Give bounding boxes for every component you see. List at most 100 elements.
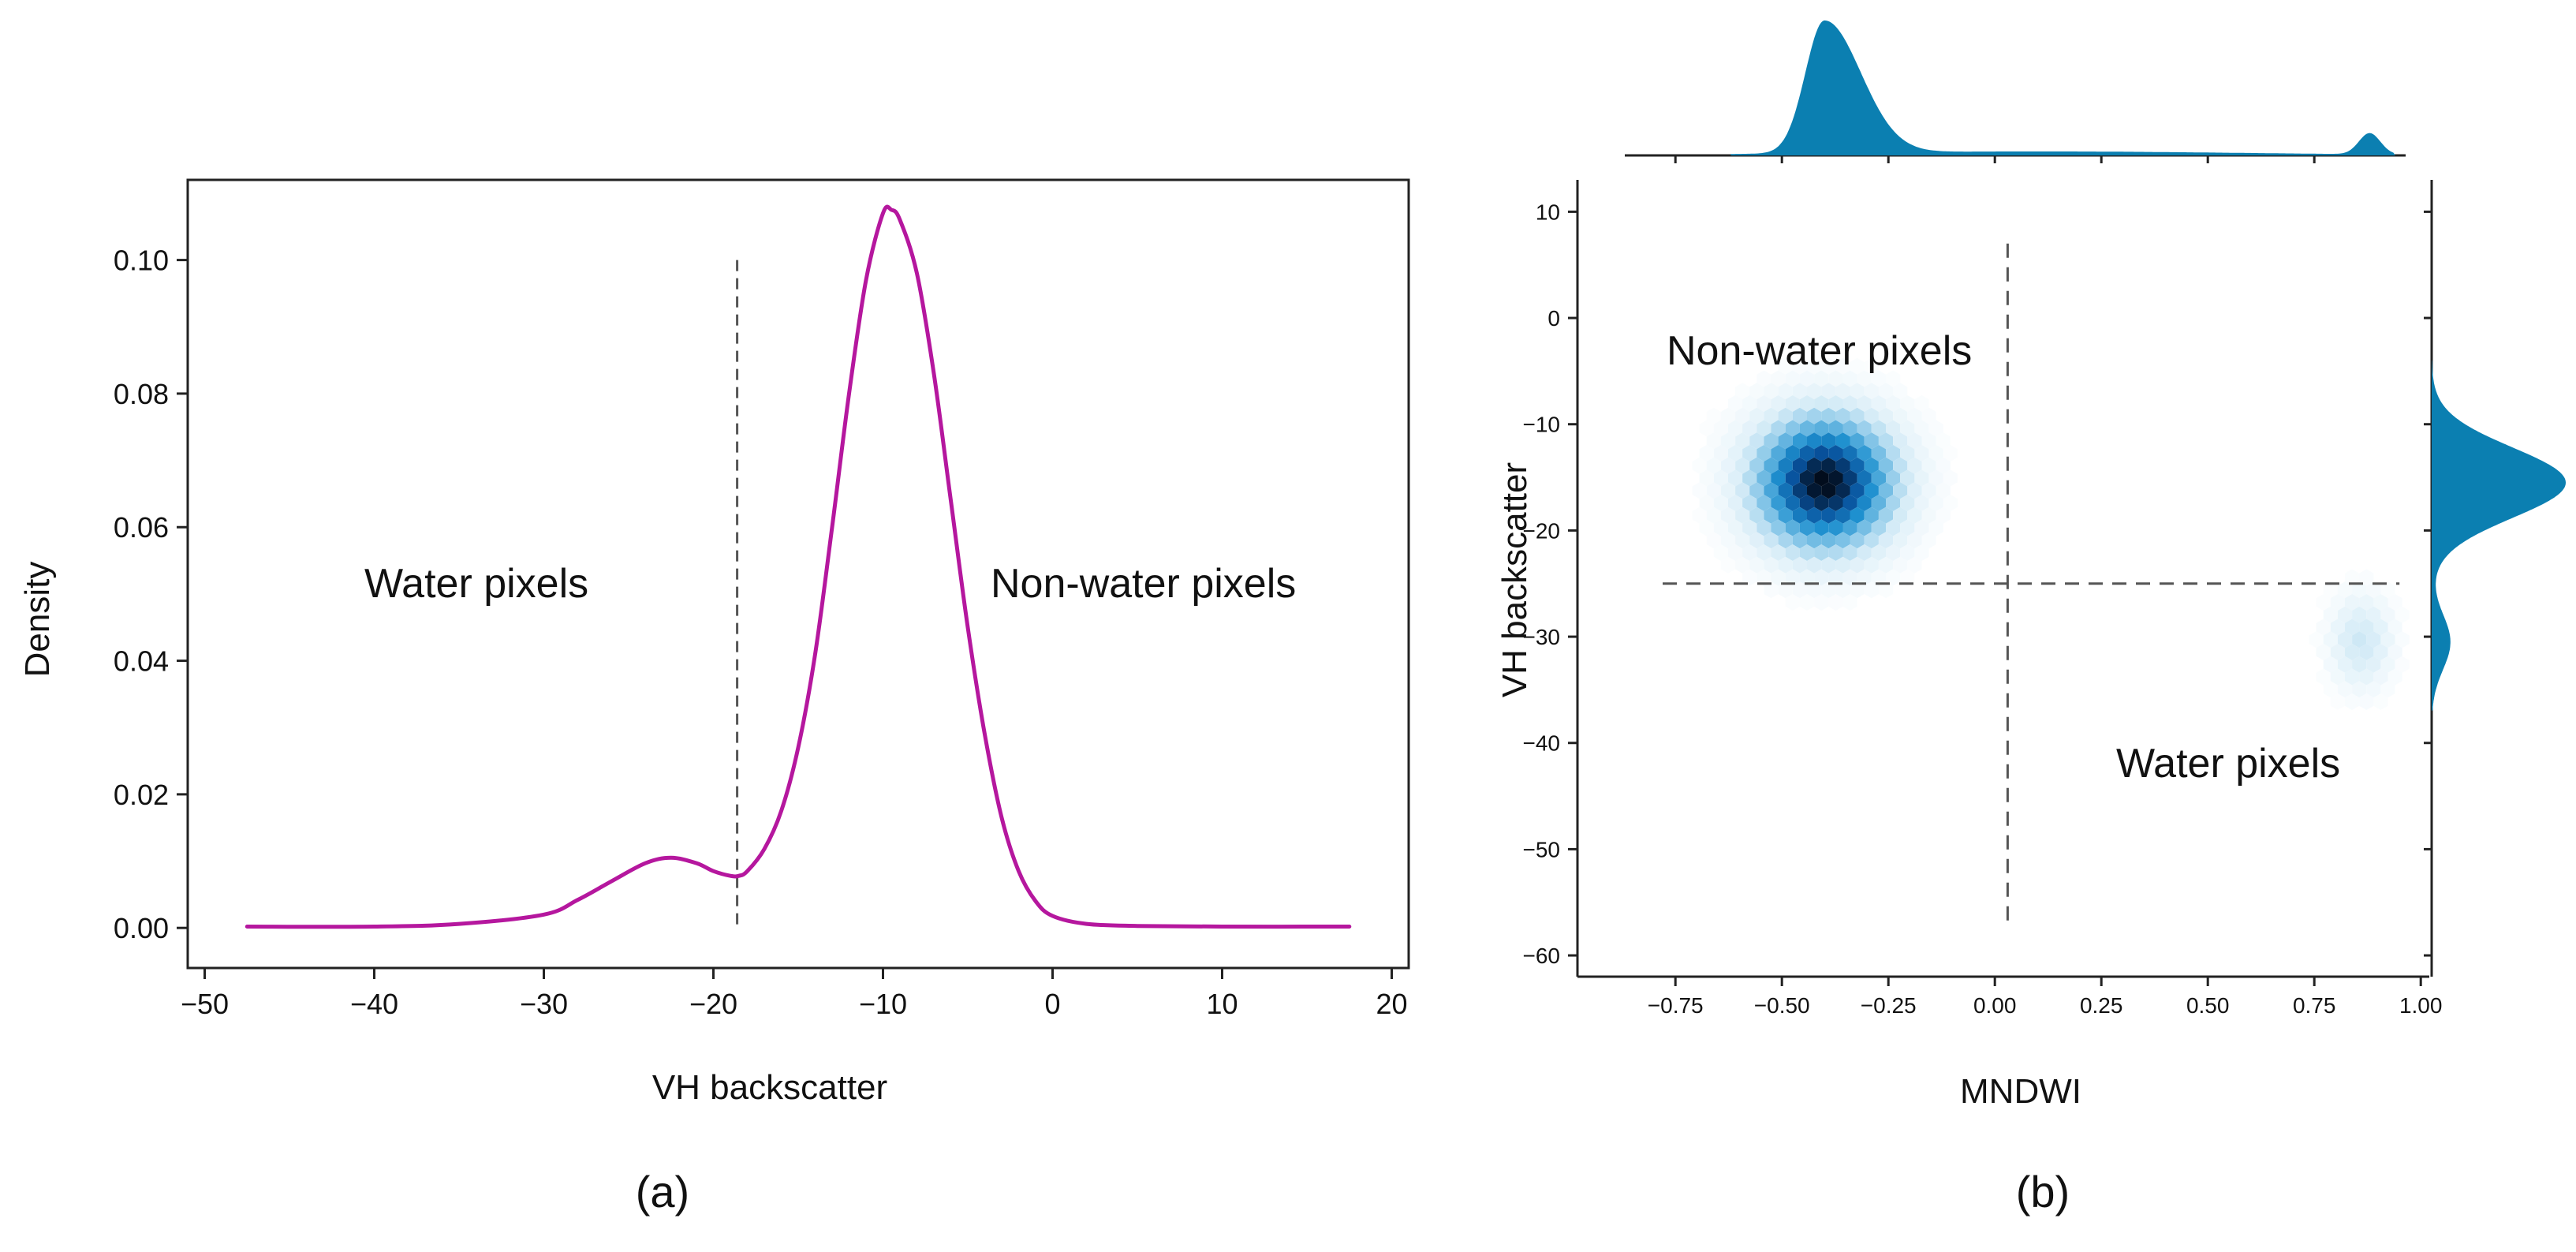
hexbin-cell <box>1821 383 1836 400</box>
hexbin-cell <box>1757 519 1771 536</box>
plot-b-ytick-label: −20 <box>1523 518 1561 543</box>
hexbin-cell <box>1864 357 1879 375</box>
hexbin-cell <box>2345 619 2360 636</box>
hexbin-cell <box>1871 519 1886 536</box>
hexbin-cell <box>1799 544 1815 561</box>
hexbin-cell <box>2337 631 2353 648</box>
hexbin-cell <box>1864 556 1879 574</box>
hexbin-cell <box>2387 594 2402 611</box>
hexbin-cell <box>2366 581 2381 599</box>
hexbin-cell <box>1764 432 1779 450</box>
hexbin-cell <box>1742 569 1757 586</box>
hexbin-cell <box>1814 395 1829 412</box>
hexbin-cell <box>1757 370 1771 387</box>
hexbin-cell <box>1857 420 1872 437</box>
plot-b-xtick-label: 0.50 <box>2186 993 2230 1018</box>
hexbin-cell <box>1835 383 1850 400</box>
hexbin-cell <box>1792 357 1807 375</box>
hexbin-cell <box>1814 519 1829 536</box>
hexbin-cell <box>1785 420 1800 437</box>
hexbin-cell <box>1814 594 1829 611</box>
hexbin-cell <box>1749 482 1764 499</box>
hexbin-cell <box>1764 556 1779 574</box>
hexbin-cell <box>1921 457 1936 474</box>
hexbin-cell <box>1871 569 1886 586</box>
hexbin-cell <box>1864 506 1879 524</box>
plot-b-xtick-label: 0.25 <box>2080 993 2123 1018</box>
plot-a-ytick-label: 0.10 <box>114 245 169 277</box>
hexbin-cell <box>1699 445 1714 462</box>
hexbin-cell <box>1778 457 1793 474</box>
hexbin-cell <box>1936 482 1951 499</box>
hexbin-cell <box>1914 395 1929 412</box>
hexbin-cell <box>1864 457 1879 474</box>
plot-a-ytick-label: 0.06 <box>114 511 169 544</box>
hexbin-cell <box>1893 383 1908 400</box>
hexbin-cell <box>1807 432 1822 450</box>
hexbin-cell <box>1749 532 1764 549</box>
hexbin-cell <box>1893 482 1908 499</box>
hexbin-cell <box>1792 407 1807 424</box>
hexbin-cell <box>1757 420 1771 437</box>
hexbin-cell <box>1821 407 1836 424</box>
hexbin-cell <box>2316 594 2331 611</box>
hexbin-cell <box>1900 469 1915 487</box>
hexbin-cell <box>1864 532 1879 549</box>
hexbin-cell <box>1799 469 1815 487</box>
hexbin-cell <box>1828 544 1843 561</box>
hexbin-cell <box>2330 644 2345 660</box>
hexbin-cell <box>1785 469 1800 487</box>
hexbin-cell <box>1742 519 1757 536</box>
plot-b-ytick-label: 10 <box>1536 200 1560 224</box>
hexbin-cell <box>1864 383 1879 400</box>
hexbin-cell <box>1857 445 1872 462</box>
hexbin-cell <box>1799 519 1815 536</box>
hexbin-cell <box>1871 544 1886 561</box>
hexbin-cell <box>2352 631 2367 648</box>
hexbin-cell <box>2387 619 2402 636</box>
hexbin-cell <box>1828 395 1843 412</box>
hexbin-cell <box>1692 457 1707 474</box>
hexbin-cell <box>1706 407 1721 424</box>
hexbin-cell <box>2345 644 2360 660</box>
hexbin-cell <box>1699 420 1714 437</box>
hexbin-cell <box>1878 482 1894 499</box>
hexbin-cell <box>1757 395 1771 412</box>
hexbin-cell <box>1857 395 1872 412</box>
hexbin-cell <box>1864 432 1879 450</box>
hexbin-cell <box>1807 457 1822 474</box>
hexbin-cell <box>1728 469 1743 487</box>
plot-b-ytick-label: 0 <box>1547 306 1560 331</box>
hexbin-cell <box>1720 407 1736 424</box>
hexbin-cell <box>1928 420 1943 437</box>
hexbin-cell <box>1778 407 1793 424</box>
hexbin-cell <box>1764 457 1779 474</box>
hexbin-cell <box>1749 407 1764 424</box>
hexbin-cell <box>1821 482 1836 499</box>
hexbin-cell <box>1728 395 1743 412</box>
hexbin-cell <box>1720 482 1736 499</box>
hexbin-cell <box>1828 445 1843 462</box>
hexbin-cell <box>1742 420 1757 437</box>
hexbin-cell <box>1850 383 1865 400</box>
hexbin-cell <box>2373 594 2388 611</box>
hexbin-cell <box>2323 581 2338 599</box>
hexbin-cell <box>1928 495 1943 511</box>
hexbin-cell <box>2352 606 2367 623</box>
hexbin-cell <box>1764 581 1779 599</box>
hexbin-cell <box>1713 495 1728 511</box>
hexbin-cell <box>1749 383 1764 400</box>
hexbin-cell <box>1821 532 1836 549</box>
hexbin-cell <box>1814 569 1829 586</box>
hexbin-cell <box>2373 668 2388 686</box>
hexbin-cell <box>1792 506 1807 524</box>
plot-b-ytick-label: −10 <box>1523 413 1561 437</box>
plot-a-density-curve <box>245 204 1352 929</box>
plot-b-ytick-label: −30 <box>1523 625 1561 649</box>
hexbin-cell <box>1828 495 1843 511</box>
hexbin-cell <box>1742 495 1757 511</box>
hexbin-cell <box>1799 569 1815 586</box>
plot-a-xticks: −50 −40 −30 −20 −10 0 10 20 <box>181 968 1408 1020</box>
hexbin-cell <box>2337 656 2353 673</box>
